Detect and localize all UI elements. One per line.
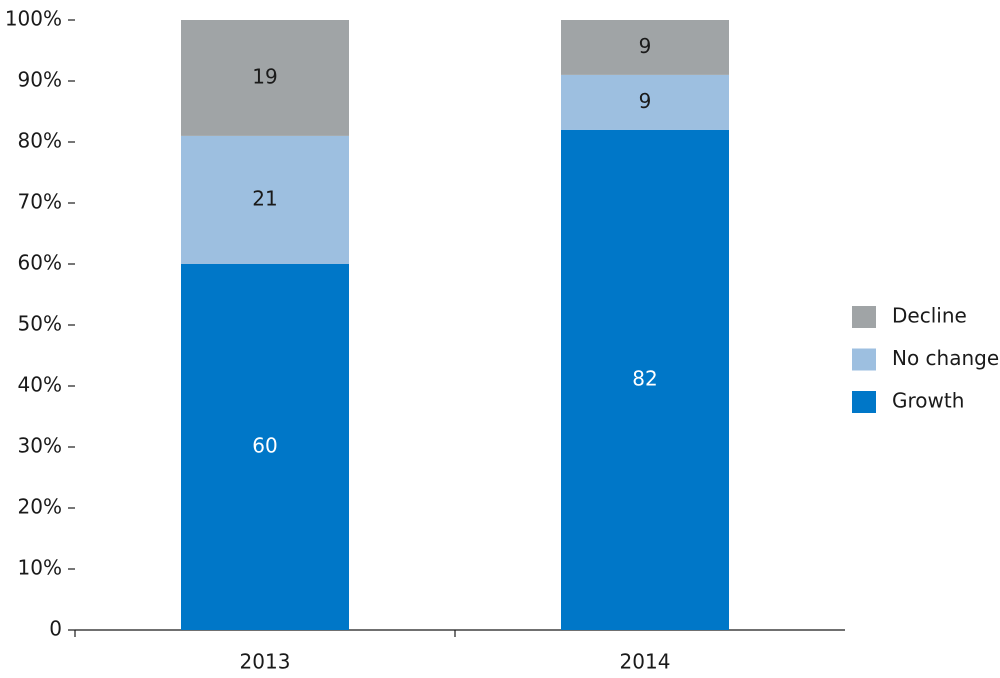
bar-segment (561, 20, 729, 75)
data-label: 9 (639, 89, 652, 113)
legend-swatch (852, 391, 876, 413)
bar-segment (181, 264, 349, 630)
data-label: 60 (252, 434, 277, 458)
legend-label: No change (892, 346, 999, 370)
legend-swatch (852, 306, 876, 328)
bar-segment (561, 74, 729, 130)
x-tick-label: 2014 (620, 650, 671, 674)
y-tick-label: 40% (18, 373, 62, 397)
y-tick-label: 60% (18, 251, 62, 275)
legend-label: Growth (892, 389, 964, 413)
y-tick-label: 80% (18, 129, 62, 153)
x-tick-label: 2013 (240, 650, 291, 674)
y-tick-label: 90% (18, 68, 62, 92)
data-label: 82 (632, 366, 657, 390)
y-tick-label: 10% (18, 556, 62, 580)
legend-swatch (852, 348, 876, 371)
y-tick-label: 20% (18, 495, 62, 519)
data-label: 21 (252, 186, 277, 210)
y-tick-label: 0 (49, 617, 62, 641)
bar-segment (181, 135, 349, 264)
data-label: 9 (639, 34, 652, 58)
data-label: 19 (252, 64, 277, 88)
bar-segment (561, 129, 729, 631)
y-tick-label: 70% (18, 190, 62, 214)
legend-label: Decline (892, 304, 967, 328)
y-tick-label: 50% (18, 312, 62, 336)
bar-segment (181, 20, 349, 136)
y-tick-label: 100% (5, 7, 62, 31)
y-tick-label: 30% (18, 434, 62, 458)
